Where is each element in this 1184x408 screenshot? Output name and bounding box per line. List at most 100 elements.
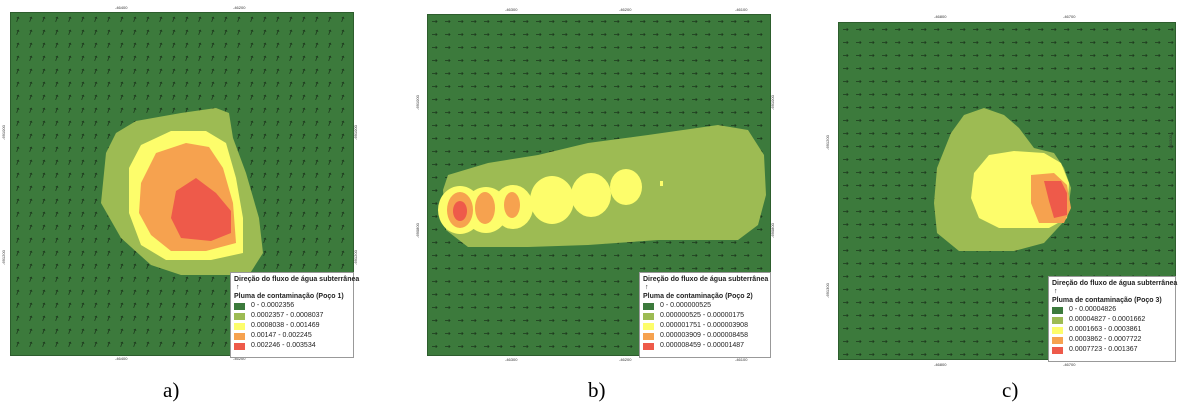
flow-arrow-glyph: [1129, 262, 1135, 265]
flow-arrow-glyph: [999, 327, 1005, 330]
flow-arrow-glyph: [55, 276, 59, 282]
flow-arrow-glyph: [1142, 236, 1148, 239]
flow-arrow-glyph: [692, 111, 698, 114]
flow-arrow-glyph: [510, 33, 516, 36]
flow-arrow-glyph: [575, 137, 581, 140]
flow-arrow-glyph: [679, 124, 685, 127]
flow-arrow-glyph: [973, 41, 979, 44]
flow-arrow-glyph: [666, 59, 672, 62]
flow-arrow-glyph: [276, 185, 280, 191]
flow-arrow-glyph: [908, 275, 914, 278]
flow-arrow-glyph: [731, 241, 737, 244]
flow-arrow-glyph: [973, 67, 979, 70]
flow-arrow-glyph: [718, 254, 724, 257]
flow-arrow-glyph: [601, 124, 607, 127]
flow-arrow-glyph: [999, 288, 1005, 291]
flow-arrow-glyph: [432, 267, 438, 270]
flow-arrow-glyph: [1168, 80, 1174, 83]
flow-arrow-glyph: [1142, 262, 1148, 265]
flow-arrow-glyph: [1038, 28, 1044, 31]
flow-arrow-glyph: [679, 72, 685, 75]
legend-item: 0.00004827 - 0.0001662: [1052, 315, 1172, 325]
flow-arrow-glyph: [29, 107, 33, 113]
flow-arrow-glyph: [744, 59, 750, 62]
flow-arrow-glyph: [549, 345, 555, 348]
flow-arrow-glyph: [947, 340, 953, 343]
flow-arrow-glyph: [947, 93, 953, 96]
flow-arrow-glyph: [224, 68, 228, 74]
flow-arrow-glyph: [29, 237, 33, 243]
flow-arrow-glyph: [29, 224, 33, 230]
flow-arrow-glyph: [458, 163, 464, 166]
flow-arrow-glyph: [973, 301, 979, 304]
flow-arrow-glyph: [999, 340, 1005, 343]
flow-arrow-glyph: [1012, 288, 1018, 291]
flow-arrow-glyph: [107, 94, 111, 100]
flow-arrow-glyph: [601, 280, 607, 283]
flow-arrow-glyph: [1129, 236, 1135, 239]
flow-arrow-glyph: [146, 81, 150, 87]
flow-arrow-glyph: [497, 111, 503, 114]
flow-arrow-glyph: [960, 288, 966, 291]
flow-arrow-glyph: [692, 85, 698, 88]
flow-arrow-glyph: [146, 29, 150, 35]
flow-arrow-glyph: [1012, 106, 1018, 109]
flow-arrow-glyph: [146, 55, 150, 61]
flow-arrow-glyph: [237, 94, 241, 100]
flow-arrow-glyph: [159, 276, 163, 282]
flow-arrow-glyph: [869, 119, 875, 122]
flow-arrow-glyph: [1142, 197, 1148, 200]
flow-arrow-glyph: [16, 107, 20, 113]
flow-arrow-glyph: [1090, 184, 1096, 187]
flow-arrow-glyph: [16, 120, 20, 126]
flow-arrow-glyph: [484, 150, 490, 153]
flow-arrow-glyph: [692, 72, 698, 75]
flow-arrow-glyph: [198, 341, 202, 347]
flow-arrow-glyph: [250, 68, 254, 74]
flow-arrow-glyph: [185, 42, 189, 48]
flow-arrow-glyph: [895, 340, 901, 343]
flow-arrow-glyph: [856, 275, 862, 278]
top-tick-c-1: -46700: [1063, 14, 1076, 19]
flow-arrow-glyph: [536, 72, 542, 75]
flow-arrow-glyph: [1064, 106, 1070, 109]
top-tick-a-0: -46400: [115, 5, 128, 10]
flow-arrow-glyph: [133, 341, 137, 347]
flow-arrow-glyph: [432, 150, 438, 153]
flow-arrow-glyph: [16, 211, 20, 217]
flow-arrow-glyph: [1116, 119, 1122, 122]
map-raster-b: [432, 20, 766, 348]
flow-arrow-glyph: [882, 145, 888, 148]
flow-arrow-glyph: [1129, 197, 1135, 200]
flow-arrow-glyph: [705, 85, 711, 88]
flow-arrow-glyph: [263, 120, 267, 126]
flow-arrow-glyph: [575, 46, 581, 49]
flow-arrow-glyph: [289, 29, 293, 35]
flow-arrow-glyph: [882, 301, 888, 304]
flow-arrow-glyph: [16, 146, 20, 152]
flow-arrow-glyph: [42, 224, 46, 230]
flow-arrow-glyph: [882, 262, 888, 265]
flow-arrow-glyph: [869, 301, 875, 304]
flow-arrow-glyph: [471, 85, 477, 88]
flow-arrow-glyph: [68, 276, 72, 282]
flow-arrow-glyph: [856, 28, 862, 31]
flow-arrow-glyph: [1012, 340, 1018, 343]
bottom-tick-a-1: -46200: [233, 356, 246, 361]
flow-arrow-glyph: [1090, 158, 1096, 161]
flow-arrow-glyph: [445, 111, 451, 114]
flow-arrow-glyph: [1090, 119, 1096, 122]
flow-arrow-glyph: [614, 33, 620, 36]
flow-arrow-glyph: [1103, 210, 1109, 213]
flow-arrow-glyph: [94, 198, 98, 204]
flow-arrow-glyph: [185, 328, 189, 334]
flow-arrow-glyph: [718, 98, 724, 101]
flow-arrow-glyph: [1103, 145, 1109, 148]
flow-arrow-glyph: [445, 137, 451, 140]
flow-arrow-glyph: [1038, 119, 1044, 122]
flow-arrow-glyph: [198, 289, 202, 295]
flow-arrow-glyph: [458, 111, 464, 114]
flow-arrow-glyph: [471, 280, 477, 283]
flow-arrow-glyph: [986, 41, 992, 44]
flow-arrow-glyph: [29, 328, 33, 334]
